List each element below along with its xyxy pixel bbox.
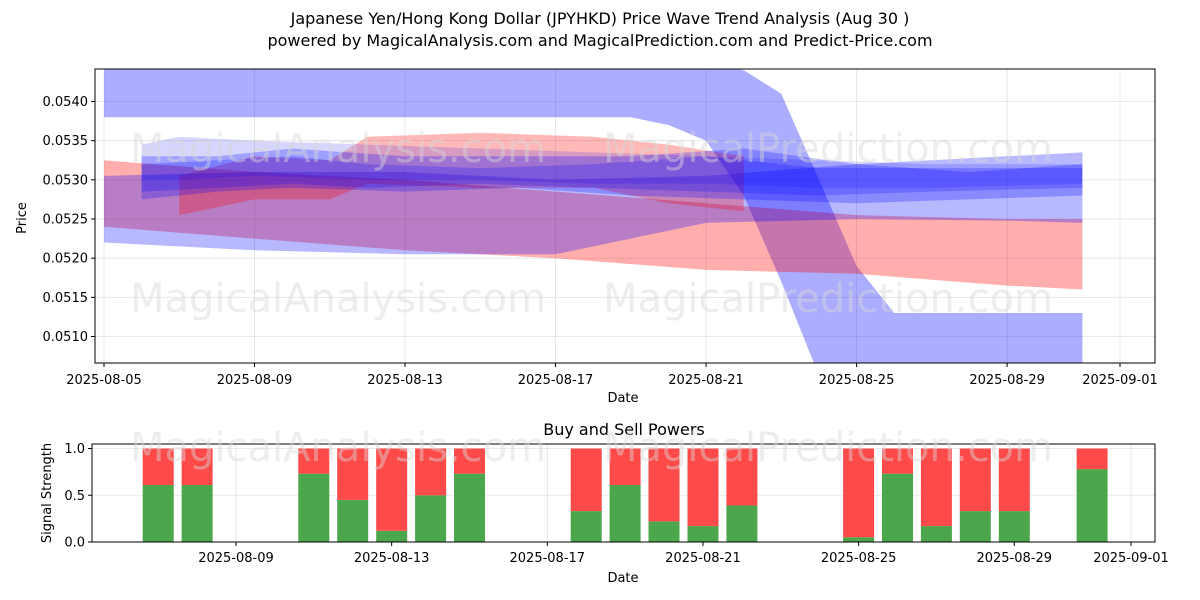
signal-y-ticks: 0.0 0.5 1.0 <box>64 442 92 551</box>
buy-bar <box>1076 469 1108 542</box>
chart-title: Japanese Yen/Hong Kong Dollar (JPYHKD) P… <box>290 9 910 28</box>
sell-bar <box>1076 448 1108 470</box>
price-x-tick-label: 2025-09-01 <box>1082 373 1158 388</box>
signal-y-tick-label: 0.0 <box>64 536 85 551</box>
red-price-band <box>104 160 1083 290</box>
signal-y-tick-label: 1.0 <box>64 442 85 457</box>
chart-subtitle: powered by MagicalAnalysis.com and Magic… <box>267 31 933 50</box>
price-x-tick-label: 2025-08-05 <box>66 373 142 388</box>
sell-bar <box>843 448 875 538</box>
watermark-text: MagicalAnalysis.com <box>130 276 546 322</box>
buy-bar <box>920 526 952 542</box>
sell-bar <box>687 448 719 527</box>
sell-bar <box>648 448 680 522</box>
watermark-text: MagicalPrediction.com <box>603 126 1053 172</box>
sell-bar <box>726 448 758 506</box>
signal-y-tick-label: 0.5 <box>64 489 85 504</box>
buy-bar <box>843 537 875 542</box>
price-y-tick-label: 0.0525 <box>43 213 89 228</box>
sell-bar <box>415 448 447 496</box>
sell-bar <box>998 448 1030 512</box>
signal-panel-title: Buy and Sell Powers <box>543 420 705 439</box>
sell-bar <box>609 448 641 485</box>
price-x-tick-label: 2025-08-29 <box>969 373 1045 388</box>
signal-x-tick-label: 2025-08-09 <box>198 551 274 566</box>
signal-x-tick-label: 2025-08-17 <box>510 551 586 566</box>
price-x-ticks: 2025-08-05 2025-08-09 2025-08-13 2025-08-17… <box>66 363 1158 388</box>
price-x-axis-label: Date <box>607 391 638 406</box>
signal-x-tick-label: 2025-08-25 <box>821 551 897 566</box>
price-x-tick-label: 2025-08-09 <box>217 373 293 388</box>
blue-price-band <box>141 136 1083 188</box>
watermark-layer: MagicalAnalysis.com MagicalPrediction.com… <box>130 126 1053 471</box>
price-y-tick-label: 0.0520 <box>43 252 89 267</box>
signal-x-axis-label: Date <box>607 571 638 586</box>
price-y-ticks: 0.0540 0.0535 0.0530 0.0525 0.0520 0.0515 0.05… <box>43 95 95 345</box>
price-plot-frame <box>94 68 1156 364</box>
price-y-tick-label: 0.0535 <box>43 134 89 149</box>
sell-bar <box>454 448 485 474</box>
buy-bar <box>570 511 602 542</box>
buy-bar <box>142 485 174 542</box>
blue-price-band <box>141 156 1083 196</box>
signal-x-tick-label: 2025-09-01 <box>1093 551 1169 566</box>
signal-x-tick-label: 2025-08-21 <box>665 551 741 566</box>
sell-bar <box>959 448 991 512</box>
price-plot-area <box>95 69 1155 363</box>
blue-price-band <box>104 152 1083 255</box>
signal-bars <box>142 448 1108 543</box>
signal-x-tick-label: 2025-08-13 <box>354 551 430 566</box>
watermark-text: MagicalPrediction.com <box>603 276 1053 322</box>
signal-x-ticks: 2025-08-09 2025-08-13 2025-08-17 2025-08-21… <box>198 542 1169 566</box>
sell-bar <box>920 448 952 527</box>
buy-bar <box>959 511 991 542</box>
price-x-tick-label: 2025-08-13 <box>367 373 443 388</box>
price-x-tick-label: 2025-08-25 <box>819 373 895 388</box>
price-grid <box>95 69 1155 363</box>
red-price-band <box>179 132 744 216</box>
sell-bar <box>376 448 408 531</box>
price-y-axis-label: Price <box>15 202 30 234</box>
signal-x-tick-label: 2025-08-29 <box>976 551 1052 566</box>
price-x-tick-label: 2025-08-17 <box>518 373 594 388</box>
buy-bar <box>376 530 408 542</box>
buy-bar <box>687 526 719 542</box>
price-bands <box>104 69 1083 363</box>
price-panel: 2025-08-05 2025-08-09 2025-08-13 2025-08-17… <box>15 68 1158 406</box>
signal-plot-frame <box>91 443 1156 543</box>
signal-panel: Buy and Sell Powers 2025-08-09 2025-08-13… <box>40 420 1169 586</box>
sell-bar <box>337 448 369 500</box>
buy-bar <box>181 485 213 542</box>
sell-bar <box>882 448 913 474</box>
sell-bar <box>570 448 602 512</box>
blue-price-band <box>104 69 1083 363</box>
price-y-tick-label: 0.0540 <box>43 95 89 110</box>
price-y-tick-label: 0.0510 <box>43 330 89 345</box>
sell-bar <box>298 448 330 474</box>
signal-y-axis-label: Signal Strength <box>40 443 55 543</box>
sell-bar <box>142 448 174 485</box>
price-y-tick-label: 0.0530 <box>43 173 89 188</box>
buy-bar <box>882 473 913 542</box>
price-x-tick-label: 2025-08-21 <box>668 373 744 388</box>
price-y-tick-label: 0.0515 <box>43 291 89 306</box>
buy-bar <box>609 485 641 542</box>
buy-bar <box>454 473 485 542</box>
watermark-text: MagicalAnalysis.com <box>130 425 546 471</box>
buy-bar <box>415 495 447 543</box>
buy-bar <box>998 511 1030 542</box>
watermark-text: MagicalPrediction.com <box>603 425 1053 471</box>
sell-bar <box>181 448 213 485</box>
buy-bar <box>298 473 330 542</box>
buy-bar <box>648 521 680 542</box>
watermark-text: MagicalAnalysis.com <box>130 126 546 172</box>
buy-bar <box>726 505 758 542</box>
blue-price-band <box>141 148 1083 204</box>
buy-bar <box>337 499 369 542</box>
